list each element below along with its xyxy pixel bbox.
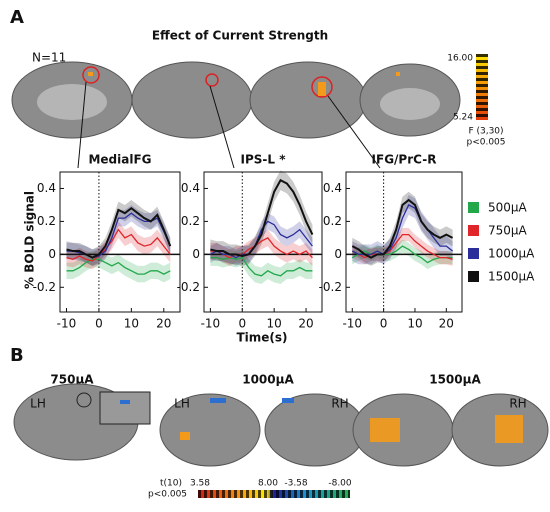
y-tick-label: 0.4 (37, 181, 56, 195)
brain-images-b (13, 383, 549, 467)
panel-title: Effect of Current Strength (152, 29, 328, 43)
x-tick-label: 0 (380, 317, 388, 331)
x-tick-label: 0 (238, 317, 246, 331)
colorbar-stripes (476, 54, 488, 120)
series-line (351, 245, 453, 264)
hemisphere-label: RH (331, 397, 348, 411)
x-tick-label: -10 (201, 317, 221, 331)
colorbar-tick: 8.00 (258, 479, 278, 489)
colorbar-stripes (198, 490, 350, 498)
y-tick-label: 0 (192, 247, 200, 261)
legend-label: 1000µA (488, 247, 535, 261)
y-tick-label: 0.2 (181, 214, 200, 228)
y-tick-label: 0.4 (323, 181, 342, 195)
y-tick-label: 0.2 (37, 214, 56, 228)
error-band (66, 200, 171, 266)
plot-title: MedialFG (88, 153, 151, 167)
colorbar-p: p<0.005 (466, 138, 505, 148)
error-band (352, 191, 453, 266)
x-axis-label: Time(s) (236, 331, 287, 345)
y-tick-label: 0.4 (181, 181, 200, 195)
plot-frame (203, 171, 323, 313)
series-line (210, 237, 313, 259)
series-line (210, 178, 314, 258)
error-band (352, 195, 453, 265)
hemisphere-label: RH (509, 397, 526, 411)
brain-images (11, 61, 461, 139)
y-axis-label: % BOLD signal (23, 191, 37, 289)
n-label: N=11 (32, 51, 66, 65)
legend-swatch (468, 248, 479, 259)
plot-title: IFG/PrC-R (372, 153, 437, 167)
error-band (210, 170, 313, 266)
panel-b-title: 1500µA (429, 373, 481, 387)
series-line (210, 256, 313, 277)
error-band (210, 229, 313, 266)
legend-swatch (468, 271, 479, 282)
legend-label: 500µA (488, 201, 528, 215)
x-tick-label: 10 (124, 317, 139, 331)
error-band (352, 228, 453, 266)
pointer-lines (77, 81, 381, 169)
error-band (66, 204, 171, 266)
colorbar-max: 16.00 (447, 54, 473, 64)
x-tick-label: 10 (407, 317, 422, 331)
x-tick-label: -10 (57, 317, 77, 331)
panel-b-title: 750µA (50, 373, 94, 387)
x-tick-label: 20 (439, 317, 454, 331)
hemisphere-label: LH (30, 397, 46, 411)
legend-label: 750µA (488, 224, 528, 238)
series-line (66, 206, 172, 259)
colorbar-stat: t(10) (160, 479, 182, 489)
x-tick-label: -10 (342, 317, 362, 331)
hemisphere-label: LH (174, 397, 190, 411)
y-tick-label: -0.2 (33, 280, 56, 294)
plot-frame (345, 171, 463, 313)
panel-label: A (10, 7, 24, 28)
x-tick-label: 10 (267, 317, 282, 331)
y-tick-label: 0 (334, 247, 342, 261)
y-tick-label: -0.2 (177, 280, 200, 294)
series-line (66, 258, 171, 275)
x-tick-label: 0 (95, 317, 103, 331)
colorbar-tick: 3.58 (190, 479, 210, 489)
x-tick-label: 20 (298, 317, 313, 331)
legend-swatch (468, 202, 479, 213)
colorbar-tick: -3.58 (284, 479, 308, 489)
colorbar-p: p<0.005 (148, 490, 187, 500)
panel-b-title: 1000µA (242, 373, 294, 387)
y-tick-label: 0 (48, 247, 56, 261)
colorbar-stat: F (3,30) (468, 127, 503, 137)
legend-label: 1500µA (488, 270, 535, 284)
series-line (351, 204, 453, 256)
legend-swatch (468, 225, 479, 236)
colorbar-min: 5.24 (453, 113, 473, 123)
error-band (210, 213, 313, 266)
plots: MedialFG -0.2 0 0.2 0.4 -10 0 10 20 IPS-L * -0.2 0 0… (33, 153, 536, 331)
series-line (351, 198, 454, 259)
colorbar-tick: -8.00 (328, 479, 352, 489)
y-tick-label: 0.2 (323, 214, 342, 228)
y-tick-label: -0.2 (319, 280, 342, 294)
series-line (66, 228, 171, 262)
panel-label: B (10, 345, 24, 366)
x-tick-label: 20 (156, 317, 171, 331)
plot-title: IPS-L * (241, 153, 287, 167)
